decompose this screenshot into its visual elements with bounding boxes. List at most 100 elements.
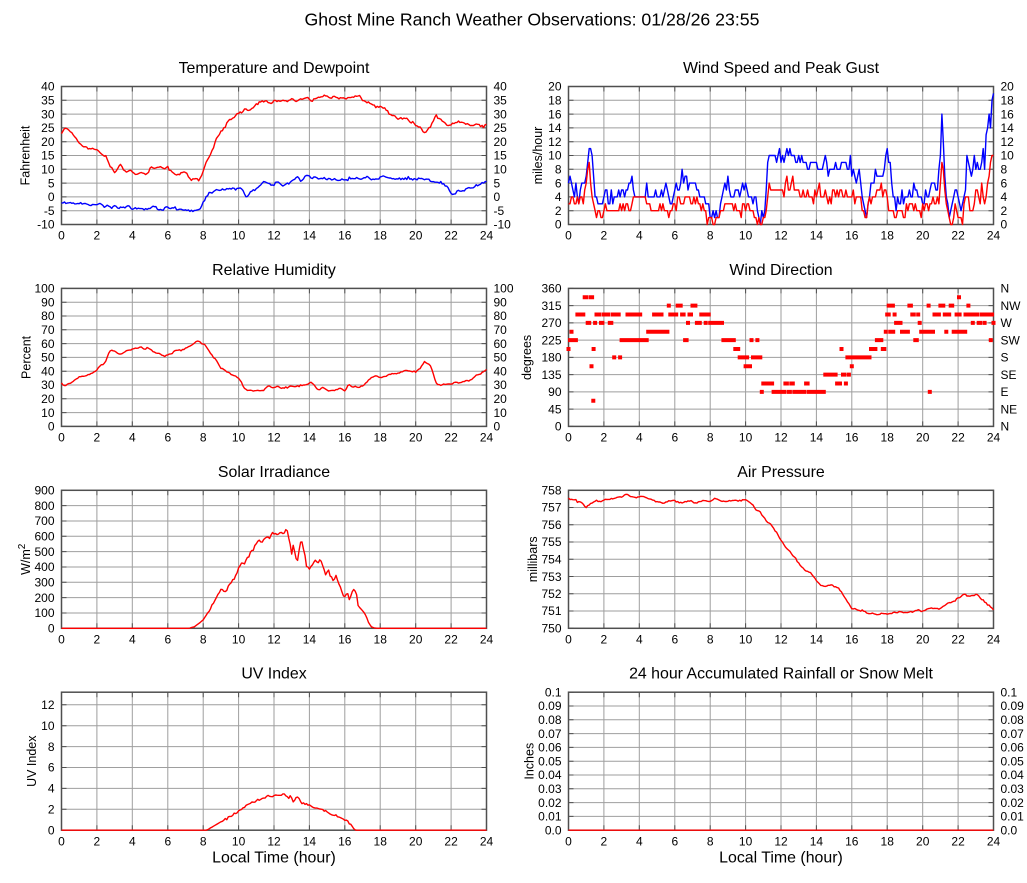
- svg-text:40: 40: [494, 80, 508, 94]
- svg-text:Percent: Percent: [20, 335, 34, 379]
- svg-text:4: 4: [129, 632, 136, 646]
- svg-text:16: 16: [845, 431, 859, 445]
- svg-text:25: 25: [494, 121, 508, 135]
- svg-text:16: 16: [338, 632, 352, 646]
- svg-text:0: 0: [494, 190, 501, 204]
- svg-text:8: 8: [1001, 163, 1008, 177]
- svg-text:200: 200: [34, 591, 54, 605]
- svg-text:40: 40: [41, 80, 55, 94]
- svg-text:0.0: 0.0: [545, 823, 562, 837]
- svg-text:N: N: [1001, 420, 1010, 434]
- svg-text:6: 6: [164, 229, 171, 243]
- svg-text:20: 20: [916, 431, 930, 445]
- svg-text:15: 15: [494, 149, 508, 163]
- svg-text:315: 315: [541, 299, 561, 313]
- svg-text:12: 12: [267, 229, 281, 243]
- svg-text:30: 30: [41, 378, 55, 392]
- svg-text:600: 600: [34, 530, 54, 544]
- svg-text:0: 0: [565, 834, 572, 848]
- svg-text:NW: NW: [1001, 299, 1022, 313]
- svg-text:2: 2: [48, 803, 55, 817]
- svg-text:14: 14: [303, 431, 317, 445]
- svg-text:14: 14: [303, 632, 317, 646]
- svg-text:10: 10: [1001, 149, 1015, 163]
- svg-text:degrees: degrees: [520, 335, 534, 380]
- svg-text:10: 10: [548, 149, 562, 163]
- svg-text:0.01: 0.01: [538, 810, 562, 824]
- svg-text:16: 16: [845, 834, 859, 848]
- svg-text:10: 10: [739, 431, 753, 445]
- svg-text:12: 12: [774, 632, 788, 646]
- svg-text:22: 22: [444, 431, 458, 445]
- svg-text:20: 20: [1001, 80, 1015, 94]
- svg-text:2: 2: [555, 204, 562, 218]
- svg-text:752: 752: [541, 587, 561, 601]
- svg-text:24 hour Accumulated Rainfall o: 24 hour Accumulated Rainfall or Snow Mel…: [629, 666, 933, 683]
- svg-text:0: 0: [1001, 218, 1008, 232]
- svg-text:0.06: 0.06: [538, 741, 562, 755]
- svg-text:800: 800: [34, 499, 54, 513]
- svg-text:2: 2: [94, 431, 101, 445]
- svg-text:0.09: 0.09: [1001, 699, 1025, 713]
- svg-text:14: 14: [810, 229, 824, 243]
- svg-text:0.08: 0.08: [1001, 713, 1025, 727]
- svg-text:6: 6: [671, 834, 678, 848]
- svg-text:6: 6: [1001, 176, 1008, 190]
- svg-text:0: 0: [555, 218, 562, 232]
- svg-text:400: 400: [34, 560, 54, 574]
- svg-text:2: 2: [1001, 204, 1008, 218]
- svg-text:18: 18: [548, 94, 562, 108]
- svg-text:756: 756: [541, 518, 561, 532]
- svg-text:20: 20: [41, 135, 55, 149]
- svg-text:16: 16: [845, 632, 859, 646]
- svg-text:UV Index: UV Index: [241, 666, 306, 683]
- svg-text:W/m2: W/m2: [17, 543, 33, 575]
- svg-text:8: 8: [707, 229, 714, 243]
- svg-text:2: 2: [601, 632, 608, 646]
- svg-text:0.05: 0.05: [1001, 754, 1025, 768]
- svg-text:14: 14: [1001, 121, 1015, 135]
- svg-text:10: 10: [232, 632, 246, 646]
- svg-text:0.03: 0.03: [538, 782, 562, 796]
- svg-text:0.05: 0.05: [538, 754, 562, 768]
- svg-text:16: 16: [338, 229, 352, 243]
- svg-text:-10: -10: [494, 218, 512, 232]
- svg-text:24: 24: [987, 431, 1001, 445]
- svg-text:NE: NE: [1001, 402, 1018, 416]
- svg-text:N: N: [1001, 282, 1010, 296]
- svg-text:24: 24: [480, 431, 494, 445]
- svg-text:10: 10: [494, 163, 508, 177]
- svg-text:6: 6: [671, 431, 678, 445]
- svg-text:W: W: [1001, 316, 1013, 330]
- svg-text:8: 8: [200, 834, 207, 848]
- svg-text:0: 0: [58, 632, 65, 646]
- svg-text:Wind Speed and Peak Gust: Wind Speed and Peak Gust: [683, 60, 880, 77]
- svg-text:Air Pressure: Air Pressure: [737, 464, 825, 481]
- svg-text:8: 8: [48, 740, 55, 754]
- svg-text:12: 12: [548, 135, 562, 149]
- svg-text:24: 24: [987, 834, 1001, 848]
- svg-text:30: 30: [41, 107, 55, 121]
- svg-text:0.1: 0.1: [545, 685, 562, 699]
- svg-text:6: 6: [671, 632, 678, 646]
- svg-text:758: 758: [541, 484, 561, 498]
- svg-text:10: 10: [232, 834, 246, 848]
- svg-text:8: 8: [200, 431, 207, 445]
- svg-text:0: 0: [494, 420, 501, 434]
- svg-text:2: 2: [94, 834, 101, 848]
- svg-text:225: 225: [541, 333, 561, 347]
- svg-text:300: 300: [34, 576, 54, 590]
- svg-text:20: 20: [409, 632, 423, 646]
- svg-text:0.01: 0.01: [1001, 810, 1025, 824]
- svg-text:20: 20: [494, 392, 508, 406]
- svg-text:22: 22: [951, 431, 965, 445]
- svg-text:12: 12: [267, 632, 281, 646]
- svg-text:8: 8: [200, 229, 207, 243]
- svg-text:8: 8: [555, 163, 562, 177]
- svg-text:40: 40: [494, 364, 508, 378]
- svg-text:18: 18: [374, 229, 388, 243]
- svg-text:0: 0: [565, 229, 572, 243]
- svg-text:18: 18: [881, 431, 895, 445]
- svg-text:135: 135: [541, 368, 561, 382]
- svg-text:20: 20: [41, 392, 55, 406]
